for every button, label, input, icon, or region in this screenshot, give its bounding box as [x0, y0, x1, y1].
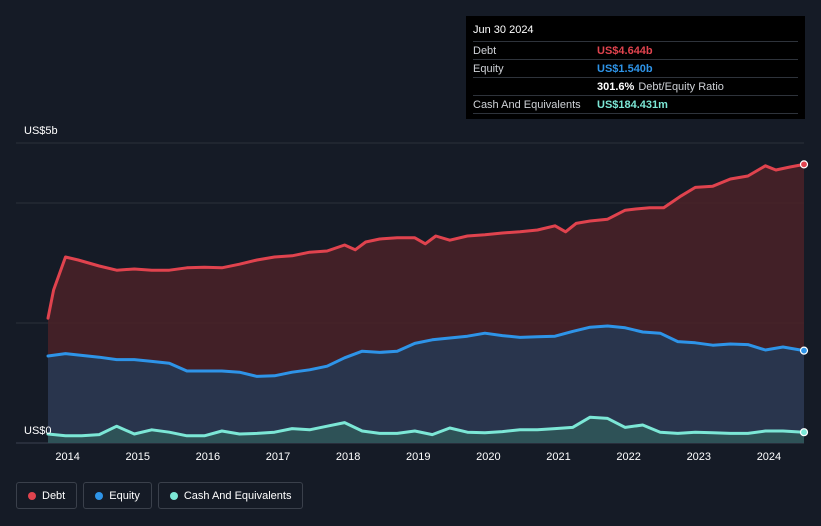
tooltip-date: Jun 30 2024 — [473, 24, 534, 36]
y-tick-label-bottom: US$0 — [24, 425, 52, 437]
endpoint-equity — [799, 346, 809, 355]
legend-dot-equity — [95, 491, 104, 500]
tooltip-row-ratio: 301.6% Debt/Equity Ratio — [473, 77, 798, 95]
legend-label-debt: Debt — [42, 489, 66, 502]
tooltip-row-equity: Equity US$1.540b — [473, 59, 798, 77]
x-tick-label: 2014 — [55, 451, 79, 463]
chart-legend: Debt Equity Cash And Equivalents — [16, 482, 304, 509]
legend-label-equity: Equity — [109, 489, 140, 502]
line-equity — [46, 324, 806, 378]
legend-item-debt[interactable]: Debt — [16, 482, 78, 509]
x-tick-label: 2023 — [687, 451, 711, 463]
x-tick-label: 2015 — [126, 451, 150, 463]
x-tick-label: 2024 — [757, 451, 781, 463]
tooltip-label-debt: Debt — [473, 44, 497, 57]
x-tick-label: 2022 — [616, 451, 640, 463]
tooltip-value-cash: US$184.431m — [597, 98, 668, 111]
x-tick-labels: 2014 2015 2016 2017 2018 2019 2020 2021 2022 2023… — [55, 451, 781, 463]
x-tick-label: 2019 — [406, 451, 430, 463]
x-tick-label: 2020 — [476, 451, 500, 463]
endpoint-cash-and-equivalents — [799, 428, 809, 437]
line-cash-and-equivalents — [46, 415, 806, 438]
endpoint-debt — [799, 160, 809, 169]
legend-label-cash: Cash And Equivalents — [183, 489, 292, 502]
tooltip-value-equity: US$1.540b — [597, 62, 653, 75]
chart-tooltip: Jun 30 2024 Debt US$4.644b Equity US$1.5… — [466, 16, 805, 119]
y-tick-label-top: US$5b — [24, 125, 58, 137]
x-tick-label: 2018 — [336, 451, 360, 463]
legend-item-equity[interactable]: Equity — [83, 482, 152, 509]
tooltip-row-cash: Cash And Equivalents US$184.431m — [473, 95, 798, 114]
tooltip-label-cash: Cash And Equivalents — [473, 98, 581, 111]
series-lines — [46, 162, 806, 438]
legend-item-cash[interactable]: Cash And Equivalents — [157, 482, 304, 509]
tooltip-sub-ratio: Debt/Equity Ratio — [638, 80, 724, 93]
legend-dot-debt — [28, 491, 36, 500]
tooltip-row-debt: Debt US$4.644b — [473, 41, 798, 59]
legend-dot-cash — [169, 491, 178, 500]
x-tick-label: 2017 — [266, 451, 290, 463]
series-endpoints — [799, 160, 809, 437]
x-tick-label: 2021 — [546, 451, 570, 463]
series-areas — [48, 164, 804, 443]
tooltip-value-debt: US$4.644b — [597, 44, 653, 57]
tooltip-value-ratio: 301.6% — [597, 80, 635, 93]
tooltip-label-equity: Equity — [473, 62, 504, 75]
area-equity — [48, 326, 804, 443]
x-tick-label: 2016 — [196, 451, 220, 463]
line-debt — [46, 162, 806, 320]
